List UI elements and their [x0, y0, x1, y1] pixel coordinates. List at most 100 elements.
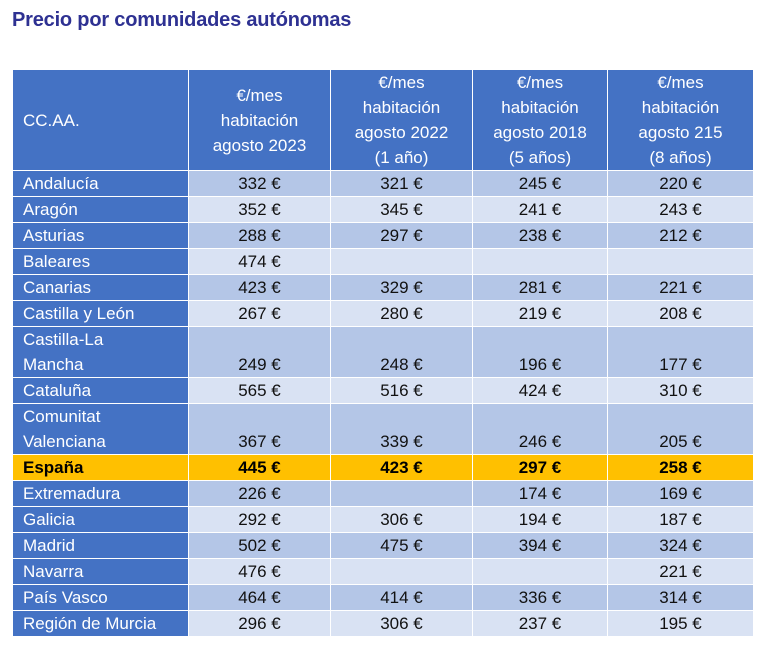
table-row: Navarra 476 € 221 € [12, 558, 754, 585]
table-row: Asturias 288 €297 €238 €212 € [12, 222, 754, 249]
price-cell: 394 € [472, 532, 608, 559]
table-row: Castilla-La Mancha 249 €248 €196 €177 € [12, 326, 754, 378]
price-cell: 516 € [330, 377, 473, 404]
price-cell [330, 480, 473, 507]
region-name: Comunitat Valenciana [12, 403, 189, 455]
price-cell [607, 248, 754, 275]
price-cell: 332 € [188, 170, 331, 197]
price-cell: 292 € [188, 506, 331, 533]
price-cell: 177 € [607, 326, 754, 378]
price-cell: 248 € [330, 326, 473, 378]
price-cell: 241 € [472, 196, 608, 223]
price-cell [330, 558, 473, 585]
price-cell: 474 € [188, 248, 331, 275]
price-cell: 238 € [472, 222, 608, 249]
table-row: Castilla y León 267 €280 €219 €208 € [12, 300, 754, 327]
price-cell: 246 € [472, 403, 608, 455]
price-cell: 423 € [330, 454, 473, 481]
price-cell: 310 € [607, 377, 754, 404]
table-row: Extremadura 226 € 174 €169 € [12, 480, 754, 507]
price-cell: 306 € [330, 610, 473, 637]
price-cell: 267 € [188, 300, 331, 327]
price-cell: 565 € [188, 377, 331, 404]
price-cell: 245 € [472, 170, 608, 197]
region-name: Región de Murcia [12, 610, 189, 637]
table-row-total: España 445 €423 €297 €258 € [12, 454, 754, 481]
price-cell: 187 € [607, 506, 754, 533]
price-cell: 226 € [188, 480, 331, 507]
table-row: Comunitat Valenciana 367 €339 €246 €205 € [12, 403, 754, 455]
column-header: €/mes habitación agosto 215 (8 años) [607, 69, 754, 171]
region-name: Galicia [12, 506, 189, 533]
price-cell: 281 € [472, 274, 608, 301]
region-name: Canarias [12, 274, 189, 301]
price-cell: 249 € [188, 326, 331, 378]
price-cell: 212 € [607, 222, 754, 249]
price-cell: 297 € [330, 222, 473, 249]
price-cell: 336 € [472, 584, 608, 611]
price-cell [472, 558, 608, 585]
region-name: Castilla-La Mancha [12, 326, 189, 378]
table-row: Galicia 292 €306 €194 €187 € [12, 506, 754, 533]
price-cell: 196 € [472, 326, 608, 378]
price-cell [472, 248, 608, 275]
table-row: Región de Murcia 296 €306 €237 €195 € [12, 610, 754, 637]
table-row: Baleares 474 € [12, 248, 754, 275]
region-name: España [12, 454, 189, 481]
price-cell: 306 € [330, 506, 473, 533]
price-cell: 258 € [607, 454, 754, 481]
region-name: Andalucía [12, 170, 189, 197]
price-cell: 464 € [188, 584, 331, 611]
price-cell: 221 € [607, 558, 754, 585]
region-name: Cataluña [12, 377, 189, 404]
region-name: País Vasco [12, 584, 189, 611]
price-cell: 445 € [188, 454, 331, 481]
table-row: Canarias 423 €329 €281 €221 € [12, 274, 754, 301]
price-cell: 194 € [472, 506, 608, 533]
price-cell: 219 € [472, 300, 608, 327]
column-header: CC.AA. [12, 69, 189, 171]
price-cell: 339 € [330, 403, 473, 455]
table-row: País Vasco 464 €414 €336 €314 € [12, 584, 754, 611]
price-cell: 321 € [330, 170, 473, 197]
region-name: Aragón [12, 196, 189, 223]
price-cell: 367 € [188, 403, 331, 455]
region-name: Castilla y León [12, 300, 189, 327]
header-row: CC.AA. €/mes habitación agosto 2023 €/mes hab… [12, 69, 754, 171]
price-cell: 208 € [607, 300, 754, 327]
table-row: Madrid 502 €475 €394 €324 € [12, 532, 754, 559]
price-cell: 345 € [330, 196, 473, 223]
price-cell: 288 € [188, 222, 331, 249]
price-cell: 423 € [188, 274, 331, 301]
price-table: CC.AA. €/mes habitación agosto 2023 €/mes hab… [12, 69, 754, 637]
region-name: Extremadura [12, 480, 189, 507]
price-cell: 221 € [607, 274, 754, 301]
price-cell: 297 € [472, 454, 608, 481]
price-cell: 174 € [472, 480, 608, 507]
table-row: Andalucía 332 €321 €245 €220 € [12, 170, 754, 197]
table-row: Cataluña 565 €516 €424 €310 € [12, 377, 754, 404]
page-title: Precio por comunidades autónomas [12, 9, 352, 31]
price-cell: 169 € [607, 480, 754, 507]
price-cell: 476 € [188, 558, 331, 585]
region-name: Navarra [12, 558, 189, 585]
price-cell: 424 € [472, 377, 608, 404]
column-header: €/mes habitación agosto 2018 (5 años) [472, 69, 608, 171]
price-cell: 414 € [330, 584, 473, 611]
price-cell: 324 € [607, 532, 754, 559]
price-cell: 243 € [607, 196, 754, 223]
price-cell: 329 € [330, 274, 473, 301]
price-cell [330, 248, 473, 275]
price-cell: 475 € [330, 532, 473, 559]
column-header: €/mes habitación agosto 2023 [188, 69, 331, 171]
price-cell: 314 € [607, 584, 754, 611]
table-row: Aragón 352 €345 €241 €243 € [12, 196, 754, 223]
price-cell: 280 € [330, 300, 473, 327]
region-name: Asturias [12, 222, 189, 249]
price-cell: 237 € [472, 610, 608, 637]
region-name: Madrid [12, 532, 189, 559]
price-cell: 205 € [607, 403, 754, 455]
price-cell: 195 € [607, 610, 754, 637]
price-cell: 502 € [188, 532, 331, 559]
price-cell: 220 € [607, 170, 754, 197]
